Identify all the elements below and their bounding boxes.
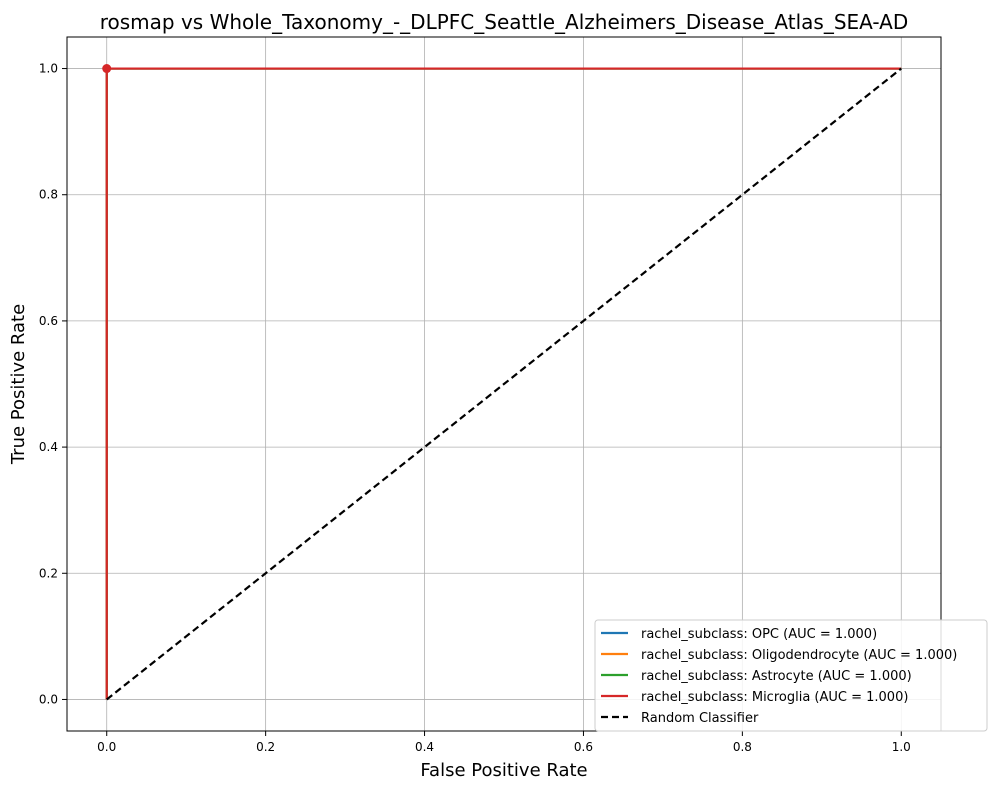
y-tick-label: 0.6: [39, 314, 58, 328]
x-tick-label: 0.2: [256, 740, 275, 754]
y-tick-label: 0.4: [39, 440, 58, 454]
point-marker: [102, 64, 112, 74]
y-tick-label: 0.2: [39, 566, 58, 580]
x-axis-label: False Positive Rate: [420, 760, 587, 781]
y-tick-label: 1.0: [39, 62, 58, 76]
y-axis: 0.0 0.2 0.4 0.6 0.8 1.0: [39, 62, 67, 706]
legend-label: rachel_subclass: Oligodendrocyte (AUC = …: [641, 648, 957, 663]
x-tick-label: 0.6: [574, 740, 593, 754]
axes-frame: [66, 36, 942, 732]
legend-label: Random Classifier: [641, 711, 759, 726]
legend-label: rachel_subclass: OPC (AUC = 1.000): [641, 627, 877, 642]
random-classifier-line: [106, 67, 902, 701]
chart-title: rosmap vs Whole_Taxonomy_-_DLPFC_Seattle…: [100, 10, 909, 34]
legend: rachel_subclass: OPC (AUC = 1.000) rachel…: [594, 619, 988, 732]
plot-area: [102, 64, 902, 701]
x-axis: 0.0 0.2 0.4 0.6 0.8 1.0: [97, 731, 911, 754]
legend-label: rachel_subclass: Astrocyte (AUC = 1.000): [641, 669, 912, 684]
legend-box: [594, 619, 988, 732]
x-tick-label: 0.0: [97, 740, 116, 754]
y-tick-label: 0.8: [39, 188, 58, 202]
x-tick-label: 1.0: [892, 740, 911, 754]
y-tick-label: 0.0: [39, 692, 58, 706]
x-tick-label: 0.8: [733, 740, 752, 754]
x-tick-label: 0.4: [415, 740, 434, 754]
legend-label: rachel_subclass: Microglia (AUC = 1.000): [641, 690, 908, 705]
y-axis-label: True Positive Rate: [8, 304, 29, 465]
